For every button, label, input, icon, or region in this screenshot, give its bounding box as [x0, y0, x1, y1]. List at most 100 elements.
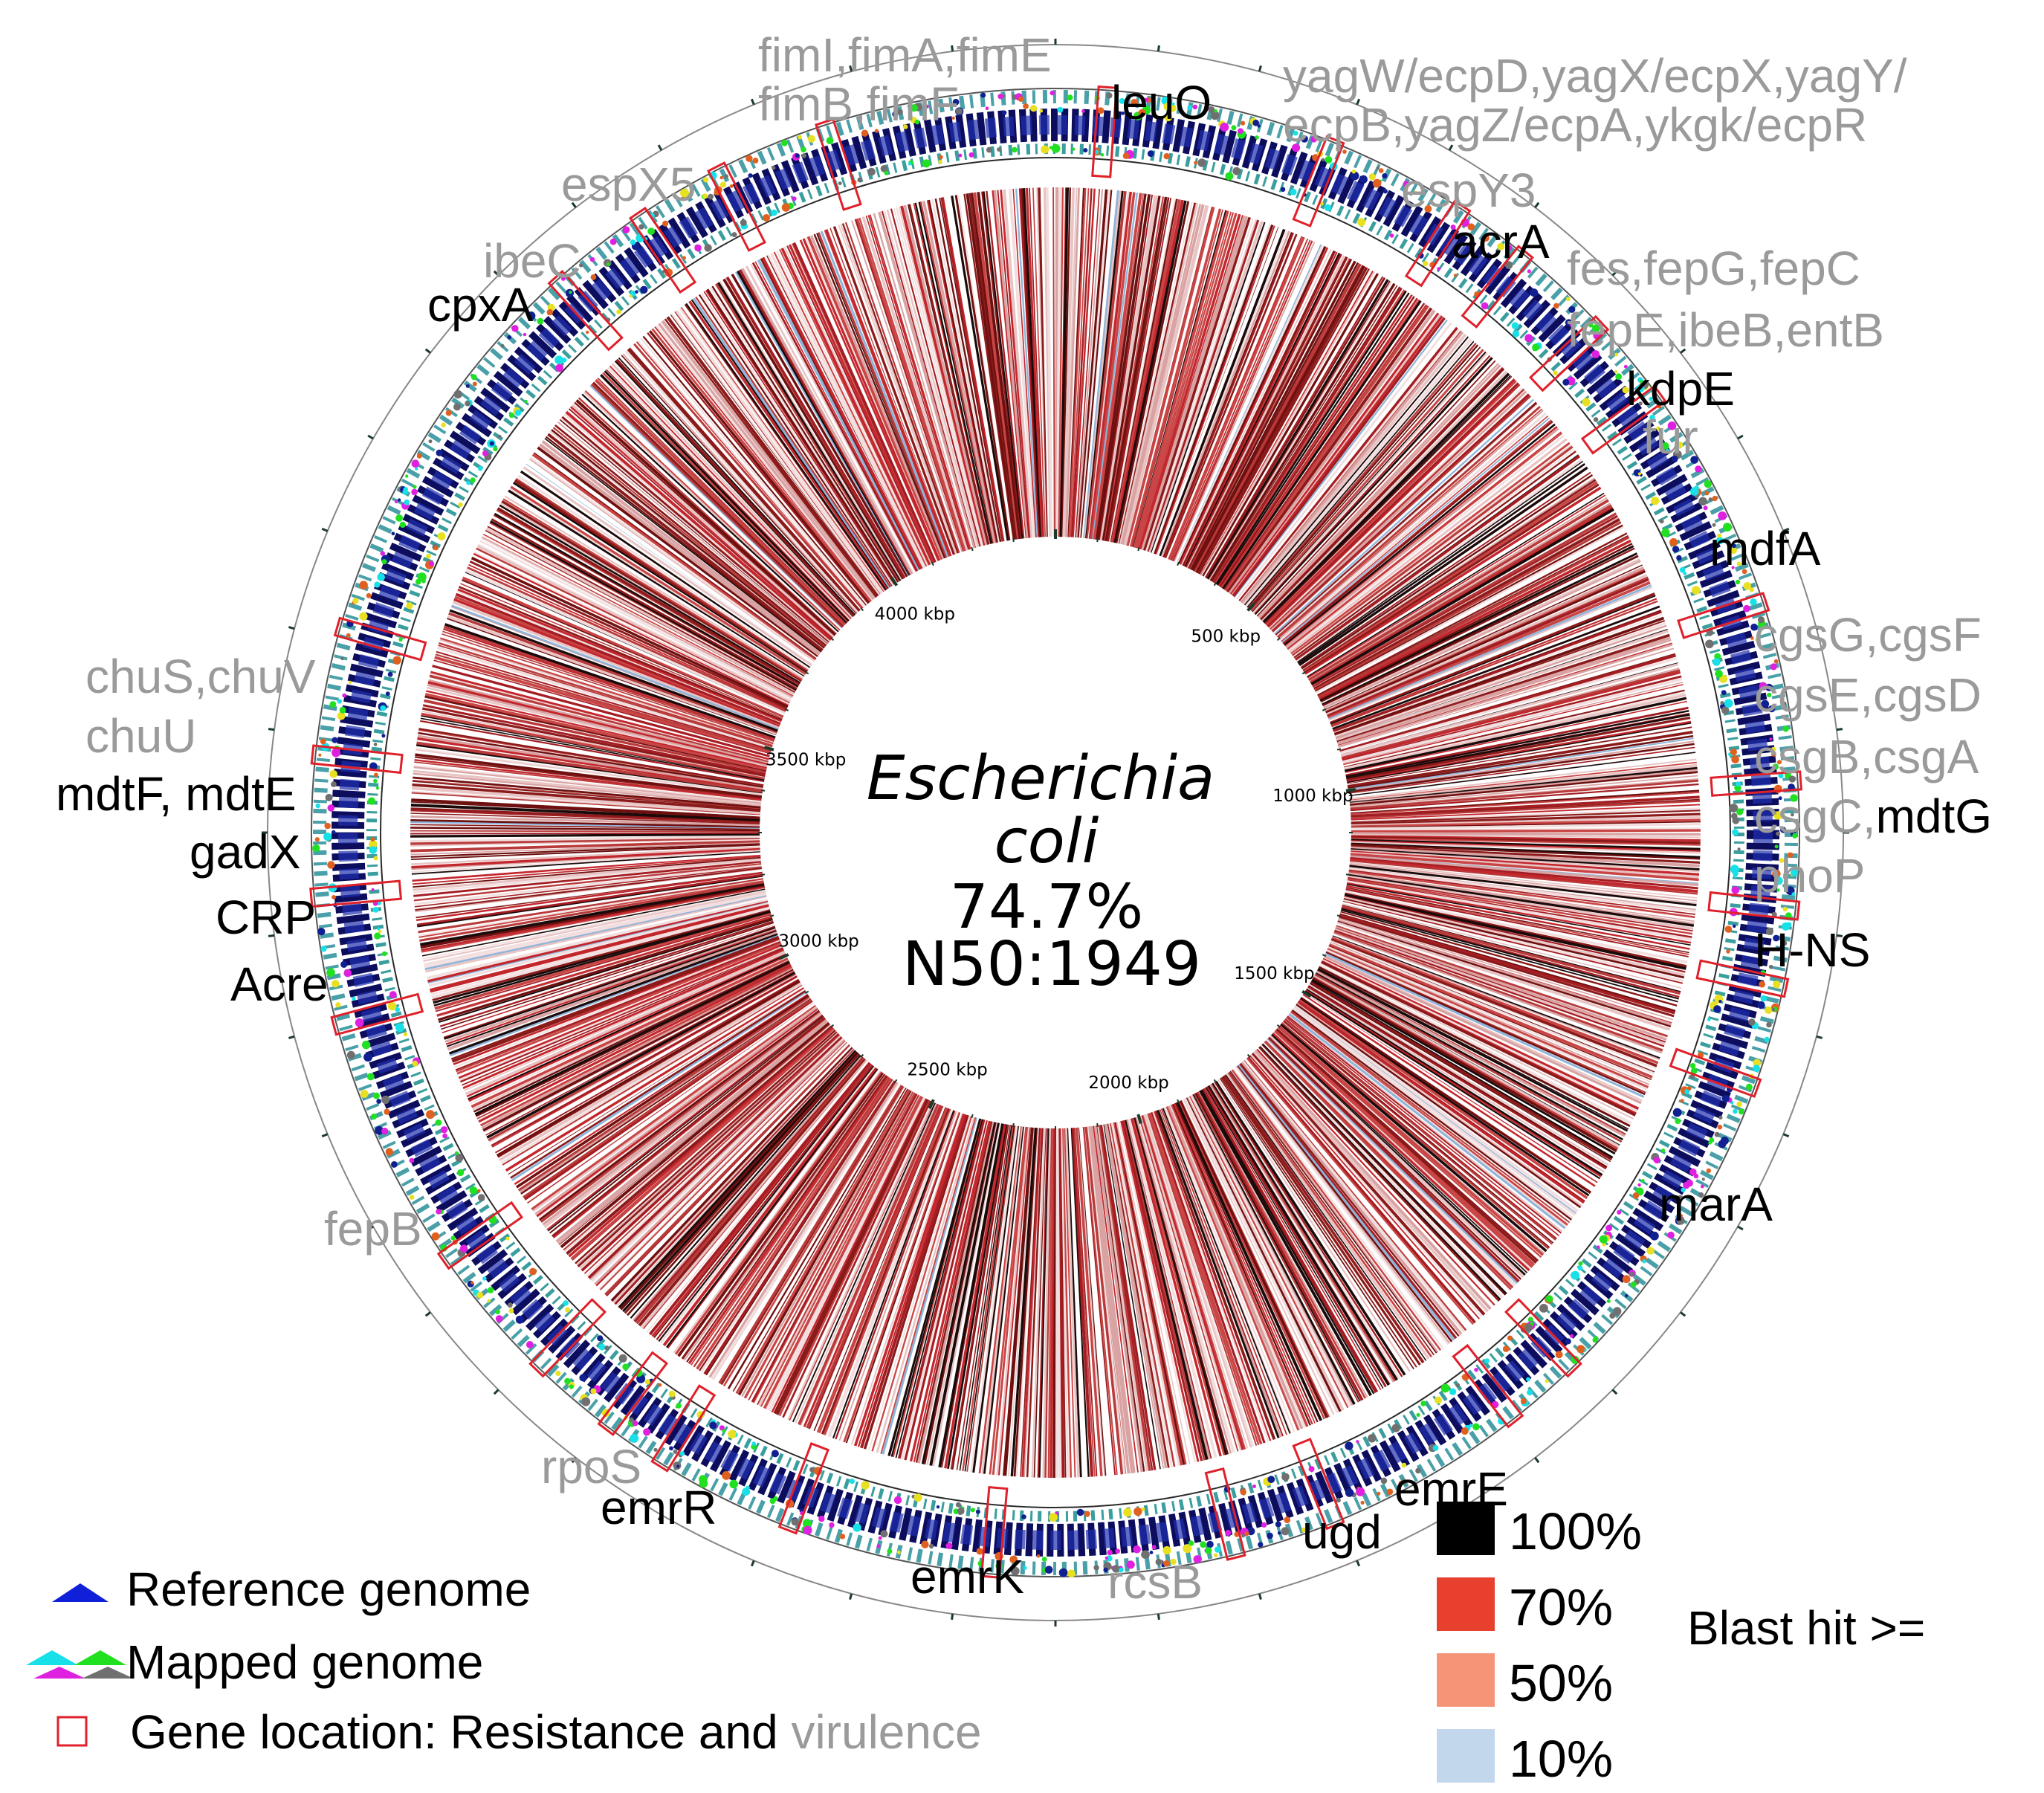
gene-label-Acre: Acre [230, 957, 329, 1011]
blast-hit-line [575, 398, 837, 636]
blast-hit-line [717, 282, 902, 581]
blast-hit-line [496, 979, 801, 1157]
mapped-genome-speck [682, 256, 686, 260]
mapped-genome-speck [1023, 1566, 1027, 1570]
blast-hit-line [1293, 450, 1576, 659]
blast-hit-line [798, 1103, 939, 1426]
mapped-genome-speck [369, 840, 378, 849]
blast-hit-line [1169, 1104, 1309, 1427]
blast-hit-line [421, 888, 766, 957]
blast-hit-line [1351, 849, 1700, 873]
gene-location-box [528, 1298, 607, 1378]
blast-hit-line [415, 870, 763, 917]
blast-hit-line [1174, 242, 1319, 563]
mapped-genome-speck [1771, 752, 1776, 757]
blast-hit-line [1059, 187, 1069, 537]
mapped-genome-speck [748, 173, 753, 178]
mapped-genome-speck [1593, 417, 1599, 422]
blast-hit-line [1148, 1112, 1263, 1445]
blast-hit-line [1349, 865, 1697, 907]
blast-hit-line [454, 595, 781, 726]
mapped-genome-speck [1530, 288, 1539, 297]
blast-hit-line [1336, 636, 1672, 745]
blast-hit-line [878, 211, 977, 549]
mapped-genome-speck [818, 1515, 825, 1522]
blast-hit-line [1064, 1128, 1080, 1478]
mapped-genome-speck [1009, 1555, 1018, 1564]
mapped-genome-speck [1732, 817, 1740, 824]
mapped-genome-speck [1731, 755, 1739, 763]
blast-hit-line [1068, 187, 1087, 537]
blast-hit-line [824, 229, 952, 557]
mapped-genome-speck [1097, 107, 1105, 114]
blast-hit-line [583, 391, 841, 632]
mapped-genome-speck [1345, 1441, 1353, 1450]
mapped-genome-speck [1200, 1541, 1207, 1548]
blast-hit-line [599, 373, 848, 624]
mapped-genome-speck [1301, 135, 1308, 143]
blast-hit-line [1032, 187, 1047, 537]
blast-hit-line [1278, 1025, 1545, 1256]
mapped-genome-speck [1708, 1140, 1713, 1145]
blast-hit-line [1182, 250, 1336, 567]
mapped-genome-speck [922, 159, 931, 168]
mapped-genome-speck [740, 219, 747, 226]
blast-hit-line [1240, 1062, 1463, 1335]
mapped-genome-speck [1791, 812, 1794, 817]
blast-hit-line [1008, 1127, 1035, 1476]
mapped-genome-speck [1568, 306, 1576, 313]
blast-hit-line [1116, 1122, 1191, 1464]
mapped-genome-speck [395, 1023, 404, 1033]
blast-hit-line [1159, 228, 1286, 557]
blast-hit-line [1318, 966, 1631, 1128]
gene-label-espY3: espY3 [1401, 164, 1536, 217]
mapped-genome-speck [320, 946, 327, 952]
gene-location-box [1504, 1298, 1582, 1378]
blast-hit-line [754, 261, 919, 572]
gene-location-box [980, 1485, 1009, 1579]
mapped-genome-speck [1386, 1488, 1394, 1496]
blast-hit-line [412, 855, 761, 885]
mapped-genome-speck [1324, 204, 1331, 211]
blast-hit-line [1188, 1096, 1349, 1409]
blast-hit-line [421, 707, 766, 778]
mapped-genome-speck [1210, 111, 1220, 120]
mapped-genome-speck [1641, 1179, 1645, 1183]
mapped-genome-speck [742, 1487, 751, 1496]
mapped-genome-speck [1731, 543, 1736, 549]
blast-hit-line [1208, 280, 1391, 581]
mapped-genome-speck [371, 888, 375, 891]
mapped-genome-speck [383, 1130, 387, 1134]
mapped-genome-speck [586, 330, 589, 335]
blast-hit-line [416, 873, 763, 926]
blast-hit-line [1348, 749, 1696, 797]
mapped-genome-speck [500, 343, 505, 348]
blast-hit-line [457, 588, 782, 723]
mapped-genome-speck [1511, 322, 1519, 330]
blast-hit-line [414, 761, 762, 801]
blast-hit-line [436, 650, 772, 751]
blast-hit-line [1348, 869, 1696, 915]
mapped-genome-speck [1360, 1500, 1365, 1505]
mapped-genome-speck [644, 1379, 650, 1385]
tick-label: 2500 kbp [907, 1060, 987, 1079]
blast-hit-line [768, 1096, 926, 1412]
blast-hit-line [1296, 1004, 1582, 1209]
blast-hit-line [1328, 945, 1652, 1081]
outer-tick [1356, 98, 1361, 106]
blast-hit-line [1297, 462, 1586, 665]
mapped-genome-speck [1764, 1036, 1770, 1042]
blast-hit-line [1342, 682, 1684, 765]
blast-hit-line [1290, 1010, 1571, 1224]
blast-hit-line [1339, 654, 1677, 753]
blast-hit-line [1322, 558, 1641, 709]
blast-hit-line [1222, 300, 1422, 589]
blast-hit-line [1275, 1029, 1538, 1264]
mapped-genome-speck [1778, 773, 1784, 779]
blast-hit-line [590, 383, 844, 628]
mapped-genome-speck [331, 748, 341, 757]
blast-hit-line [547, 433, 824, 651]
blast-hit-line [1323, 560, 1641, 709]
outer-ticks [262, 39, 1849, 1626]
blast-legend-title: Blast hit >= [1687, 1601, 1925, 1655]
